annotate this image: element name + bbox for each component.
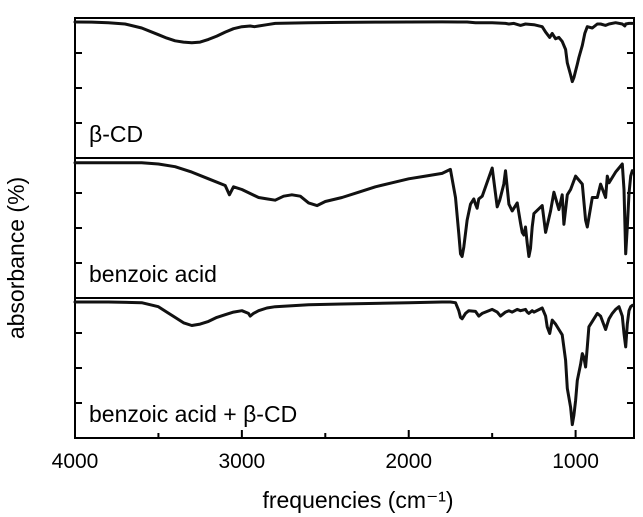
x-axis-ticks: 4000 3000 2000 1000 — [52, 430, 599, 473]
spectrum-line — [73, 300, 634, 427]
panel-label: benzoic acid + β-CD — [89, 401, 297, 427]
x-tick-label: 3000 — [219, 450, 266, 473]
spectrum-panel: β-CD — [73, 17, 635, 159]
x-tick-label: 1000 — [552, 450, 599, 473]
x-axis-title: frequencies (cm⁻¹) — [262, 487, 453, 513]
panel-label: benzoic acid — [89, 261, 217, 287]
y-axis-title: absorbance (%) — [3, 177, 29, 339]
x-tick-label: 2000 — [385, 450, 432, 473]
spectrum-line — [73, 20, 634, 84]
panel-frame — [74, 17, 635, 159]
panel-label: β-CD — [89, 121, 143, 147]
x-tick-label: 4000 — [52, 450, 99, 473]
spectrum-line — [73, 161, 634, 258]
spectrum-panel: benzoic acid + β-CD — [73, 297, 635, 439]
panels-layer: β-CD benzoic acid benzoic acid + β-CD — [73, 17, 635, 439]
spectrum-panel: benzoic acid — [73, 157, 635, 299]
